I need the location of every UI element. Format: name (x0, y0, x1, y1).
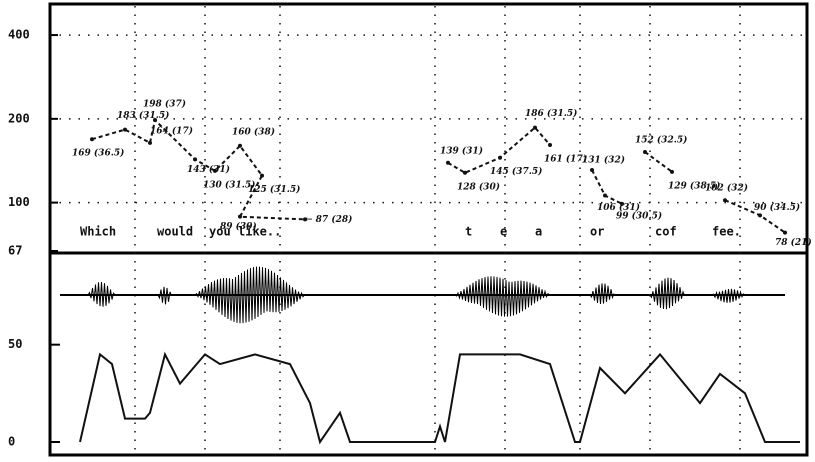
word-label: a (535, 225, 542, 239)
word-label: fee. (712, 225, 741, 239)
pitch-label: 145 (37.5) (490, 166, 542, 177)
y-tick-label: 400 (8, 28, 30, 42)
pitch-label: 143 (31) (187, 164, 230, 175)
pitch-label: 125 (31.5) (248, 184, 300, 195)
pitch-label: 164 (17) (150, 125, 193, 136)
pitch-label: 99 (30.5) (616, 210, 662, 221)
y-tick-label: 100 (8, 195, 30, 209)
word-label: cof (655, 225, 677, 239)
pitch-label: 198 (37) (143, 99, 186, 110)
pitch-figure: 40020010067Whichwouldyoulike..teaorcoffe… (0, 0, 815, 458)
pitch-label: 128 (30) (457, 181, 500, 192)
pitch-label: 186 (31.5) (525, 108, 577, 119)
y-tick-label: 67 (8, 244, 22, 258)
pitch-label: 78 (21) (775, 237, 812, 248)
pitch-label: 102 (32) (705, 183, 748, 194)
pitch-label: 160 (38) (232, 126, 275, 137)
word-label: Which (80, 225, 116, 239)
pitch-label: ← 87 (28) (305, 214, 352, 225)
word-label: would (157, 225, 193, 239)
y-tick-label: 50 (8, 337, 22, 351)
pitch-label: 90 (34.5) (754, 202, 800, 213)
word-label: or (590, 225, 604, 239)
pitch-label: 169 (36.5) (72, 148, 124, 159)
pitch-label: 161 (17) (544, 154, 587, 165)
y-tick-label: 200 (8, 111, 30, 125)
pitch-label: 139 (31) (440, 145, 483, 156)
pitch-point (548, 143, 552, 147)
y-tick-label: 0 (8, 435, 15, 449)
pitch-label: 89 (30) (220, 221, 257, 232)
pitch-label: 131 (32) (582, 154, 625, 165)
word-label: t (465, 225, 472, 239)
pitch-label: 152 (32.5) (635, 135, 687, 146)
word-label: e (500, 225, 507, 239)
pitch-label: 183 (31.5) (117, 110, 169, 121)
